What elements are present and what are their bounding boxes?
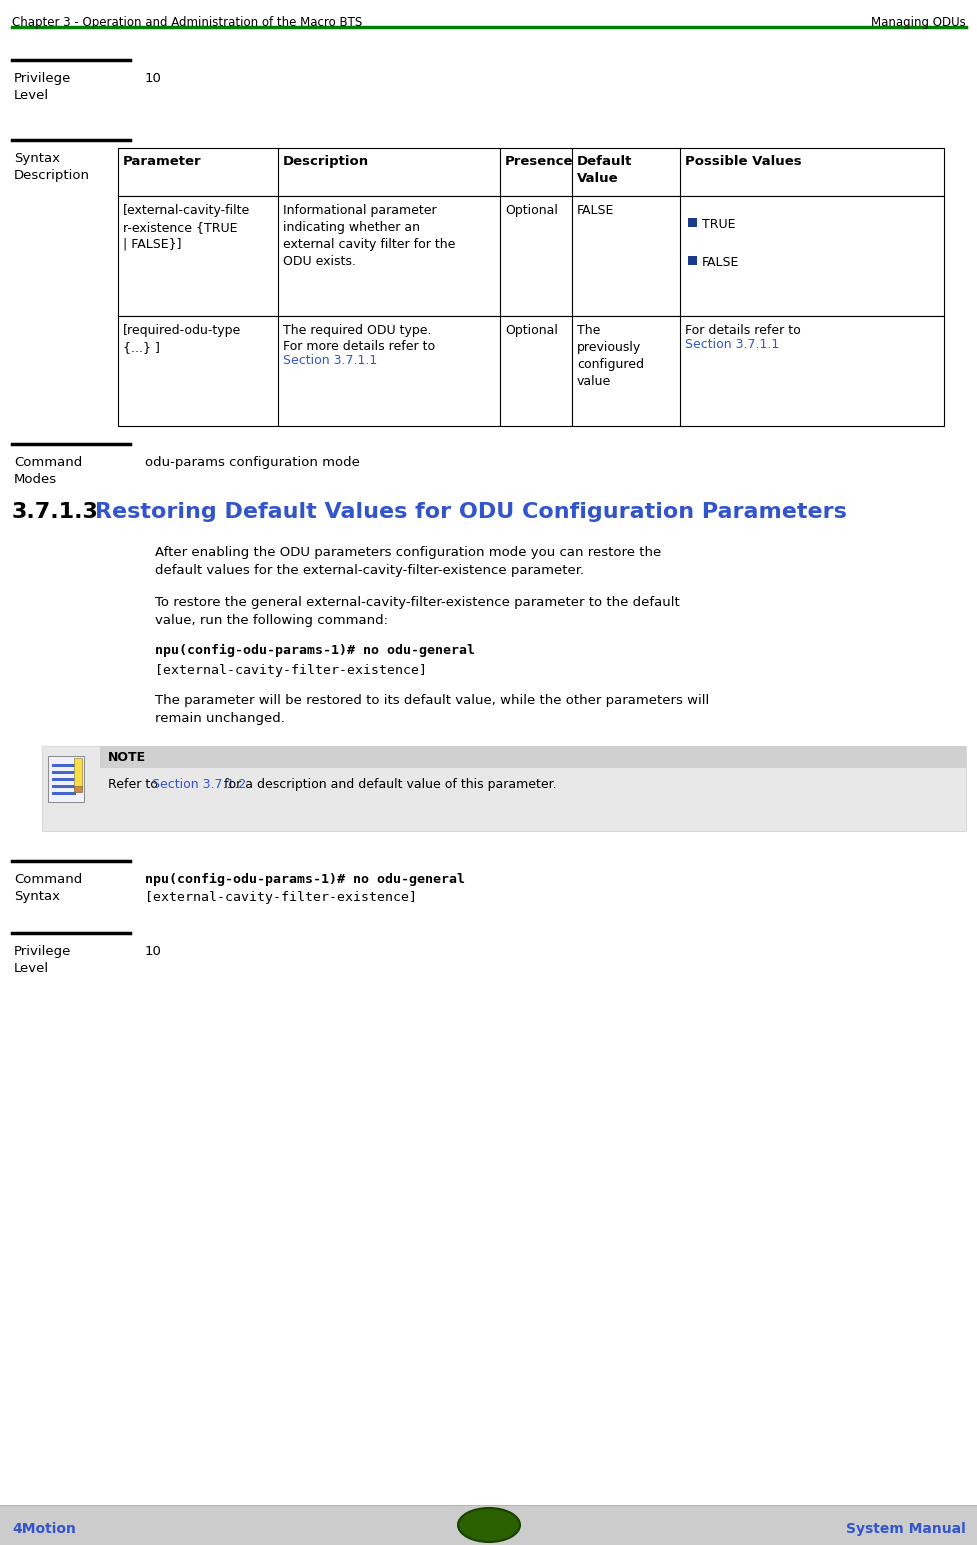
Text: After enabling the ODU parameters configuration mode you can restore the: After enabling the ODU parameters config… — [154, 545, 660, 559]
Text: npu(config-odu-params-1)# no odu-general: npu(config-odu-params-1)# no odu-general — [154, 644, 475, 657]
Text: Informational parameter
indicating whether an
external cavity filter for the
ODU: Informational parameter indicating wheth… — [282, 204, 455, 267]
Bar — [0, 1505, 977, 1545]
Text: FALSE: FALSE — [701, 256, 739, 269]
Text: Section 3.7.1.1: Section 3.7.1.1 — [282, 354, 377, 368]
Bar — [52, 763, 76, 766]
Text: TRUE: TRUE — [701, 218, 735, 232]
Bar — [48, 756, 84, 802]
Text: npu(config-odu-params-1)# no odu-general: npu(config-odu-params-1)# no odu-general — [145, 873, 464, 887]
Text: Privilege
Level: Privilege Level — [14, 946, 71, 975]
Bar — [100, 746, 965, 768]
Text: Command
Modes: Command Modes — [14, 456, 82, 487]
Text: default values for the external-cavity-filter-existence parameter.: default values for the external-cavity-f… — [154, 564, 583, 576]
Text: 473: 473 — [473, 1519, 504, 1534]
Text: To restore the general external-cavity-filter-existence parameter to the default: To restore the general external-cavity-f… — [154, 596, 679, 609]
Text: Refer to: Refer to — [107, 779, 162, 791]
Bar — [74, 759, 82, 788]
Text: FALSE: FALSE — [576, 204, 614, 216]
Text: [external-cavity-filter-existence]: [external-cavity-filter-existence] — [154, 664, 427, 677]
Text: Chapter 3 - Operation and Administration of the Macro BTS: Chapter 3 - Operation and Administration… — [12, 15, 361, 29]
Text: The parameter will be restored to its default value, while the other parameters : The parameter will be restored to its de… — [154, 694, 708, 708]
Text: Optional: Optional — [504, 204, 557, 216]
Text: value, run the following command:: value, run the following command: — [154, 613, 388, 627]
Text: Optional: Optional — [504, 324, 557, 337]
Bar — [118, 317, 943, 426]
Ellipse shape — [457, 1508, 520, 1542]
Text: [external-cavity-filte
r-existence {TRUE
| FALSE}]: [external-cavity-filte r-existence {TRUE… — [123, 204, 250, 250]
Text: Default
Value: Default Value — [576, 154, 632, 185]
Bar — [687, 218, 697, 227]
Text: 10: 10 — [145, 946, 162, 958]
Text: Possible Values: Possible Values — [684, 154, 801, 168]
Bar — [52, 771, 76, 774]
Text: odu-params configuration mode: odu-params configuration mode — [145, 456, 360, 470]
Bar — [52, 785, 76, 788]
Text: Restoring Default Values for ODU Configuration Parameters: Restoring Default Values for ODU Configu… — [95, 502, 846, 522]
Text: [external-cavity-filter-existence]: [external-cavity-filter-existence] — [145, 891, 416, 904]
Text: System Manual: System Manual — [845, 1522, 965, 1536]
Text: remain unchanged.: remain unchanged. — [154, 712, 284, 725]
Text: Command
Syntax: Command Syntax — [14, 873, 82, 902]
Text: Section 3.7.1.1: Section 3.7.1.1 — [684, 338, 779, 351]
Text: The
previously
configured
value: The previously configured value — [576, 324, 643, 388]
Text: for a description and default value of this parameter.: for a description and default value of t… — [220, 779, 556, 791]
Text: Description: Description — [282, 154, 368, 168]
Text: [required-odu-type
{...} ]: [required-odu-type {...} ] — [123, 324, 241, 354]
Text: Section 3.7.1.2: Section 3.7.1.2 — [151, 779, 246, 791]
Bar — [118, 196, 943, 317]
Text: 3.7.1.3: 3.7.1.3 — [12, 502, 99, 522]
Bar — [52, 793, 76, 796]
Text: The required ODU type.: The required ODU type. — [282, 324, 431, 337]
Text: Privilege
Level: Privilege Level — [14, 73, 71, 102]
Bar — [74, 786, 82, 793]
Bar — [687, 256, 697, 266]
Bar — [118, 148, 943, 196]
Bar — [42, 746, 965, 831]
Text: Presence: Presence — [504, 154, 573, 168]
Text: For details refer to: For details refer to — [684, 324, 800, 337]
Text: Syntax
Description: Syntax Description — [14, 151, 90, 182]
Text: NOTE: NOTE — [107, 751, 146, 763]
Text: Parameter: Parameter — [123, 154, 201, 168]
Text: 4Motion: 4Motion — [12, 1522, 76, 1536]
Text: 10: 10 — [145, 73, 162, 85]
Bar — [52, 779, 76, 782]
Text: Managing ODUs: Managing ODUs — [871, 15, 965, 29]
Text: For more details refer to: For more details refer to — [282, 340, 435, 352]
